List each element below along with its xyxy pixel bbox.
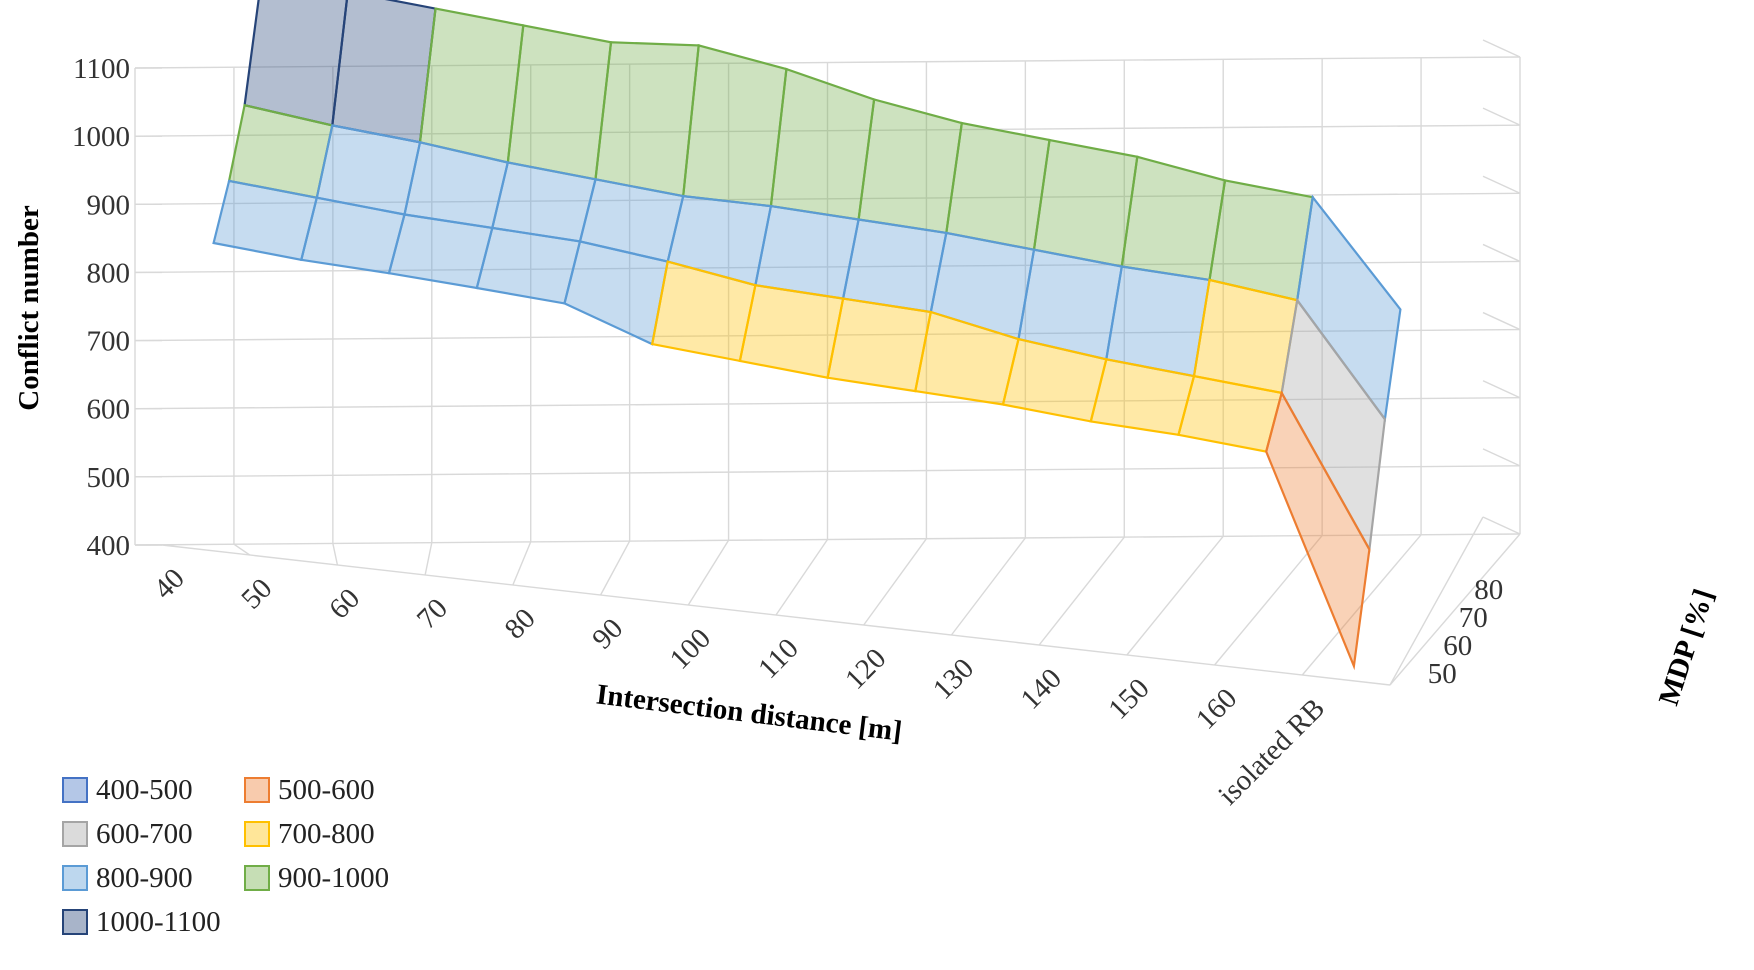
- wall-gridline: [1482, 107, 1521, 126]
- z-tick-label: 400: [87, 530, 131, 562]
- floor-side-edge: [1389, 516, 1484, 686]
- surface-patch: [1105, 265, 1211, 378]
- z-tick-label: 900: [87, 189, 131, 221]
- floor-gridline: [512, 541, 532, 586]
- x-tick-label: 40: [148, 562, 191, 605]
- surface-patch: [857, 98, 964, 235]
- legend-swatch: [244, 777, 270, 803]
- x-tick-label: 150: [1102, 672, 1155, 725]
- y-tick-label: 70: [1459, 602, 1488, 634]
- surface-patch: [769, 67, 876, 221]
- surface-patch: [841, 218, 948, 314]
- floor-gridline: [233, 543, 251, 556]
- z-tick-label: 1000: [72, 121, 130, 153]
- legend-item: 900-1000: [244, 858, 389, 898]
- legend-label: 500-600: [278, 773, 375, 806]
- floor-gridline: [863, 538, 927, 626]
- legend-item: 700-800: [244, 814, 375, 854]
- wall-gridline: [1482, 175, 1521, 194]
- surface-patch: [1208, 179, 1314, 302]
- y-tick-label: 80: [1474, 574, 1503, 606]
- z-tick-label: 1100: [73, 53, 130, 85]
- legend-label: 900-1000: [278, 861, 390, 894]
- legend-swatch: [62, 865, 88, 891]
- surface-patch: [945, 121, 1051, 251]
- floor-gridline: [775, 539, 829, 616]
- wall-gridline: [1482, 448, 1521, 467]
- z-axis-tick-labels: 400 500 600 700 800 900 1000 1100: [72, 53, 130, 562]
- x-tick-label: 130: [927, 652, 980, 705]
- floor-gridline: [599, 540, 631, 596]
- floor-front-edge: [161, 544, 1391, 686]
- floor-gridline: [424, 542, 433, 576]
- z-tick-label: 500: [87, 462, 131, 494]
- legend-item: 600-700: [62, 814, 193, 854]
- legend-label: 600-700: [96, 817, 193, 850]
- z-tick-label: 700: [87, 326, 131, 358]
- surface-patch: [506, 24, 613, 181]
- wall-gridline: [1482, 380, 1521, 399]
- surface-patch: [1120, 155, 1227, 282]
- floor-gridline: [687, 539, 730, 606]
- x-tick-label: 160: [1190, 682, 1243, 735]
- surface-patch: [594, 41, 700, 198]
- floor-gridline: [332, 543, 339, 566]
- wall-gridline: [1482, 39, 1521, 58]
- wall-gridline: [1482, 311, 1521, 331]
- z-tick-label: 600: [87, 394, 131, 426]
- x-tick-label: 50: [235, 572, 278, 615]
- surface-patch: [826, 297, 933, 393]
- legend-item: 800-900: [62, 858, 193, 898]
- legend-label: 800-900: [96, 861, 193, 894]
- surface-patch: [475, 226, 582, 305]
- legend-label: 700-800: [278, 817, 375, 850]
- floor-gridline: [950, 537, 1026, 636]
- y-tick-label: 50: [1428, 658, 1457, 690]
- x-tick-label: 120: [839, 642, 892, 695]
- legend-swatch: [62, 909, 88, 935]
- wall-gridline: [1482, 516, 1521, 535]
- surface-patch: [1032, 138, 1139, 268]
- legend-swatch: [244, 821, 270, 847]
- x-tick-label: 60: [323, 582, 366, 625]
- chart-walls: [134, 39, 1521, 686]
- surface-patch: [387, 213, 494, 290]
- floor-gridline: [1389, 533, 1521, 686]
- surface-patch: [754, 204, 860, 300]
- surface-patch: [1265, 389, 1371, 671]
- surface-patch: [243, 0, 348, 127]
- wall-gridline: [1482, 243, 1521, 263]
- x-tick-label: 110: [752, 632, 805, 685]
- z-tick-label: 800: [87, 257, 131, 289]
- y-tick-label: 60: [1443, 630, 1472, 662]
- surface-patch: [331, 0, 437, 144]
- z-axis-title: Conflict number: [13, 205, 45, 411]
- legend-swatch: [62, 821, 88, 847]
- surface-patch: [1192, 278, 1299, 395]
- legend-item: 500-600: [244, 770, 375, 810]
- x-tick-label: 90: [586, 612, 629, 655]
- legend-item: 400-500: [62, 770, 193, 810]
- x-tick-label: 80: [499, 602, 542, 645]
- surface-patches: [212, 0, 1402, 671]
- legend-label: 400-500: [96, 773, 193, 806]
- y-axis-title: MDP [%]: [1653, 585, 1721, 709]
- legend-swatch: [62, 777, 88, 803]
- x-tick-label: 140: [1015, 662, 1068, 715]
- surface-patch: [681, 44, 788, 208]
- floor-gridline: [1126, 535, 1224, 656]
- surface-patch: [738, 283, 845, 379]
- legend-label: 1000-1100: [96, 905, 221, 938]
- x-tick-label: 70: [411, 592, 454, 635]
- legend-item: 1000-1100: [62, 902, 221, 942]
- surface-patch: [418, 7, 525, 164]
- floor-gridline: [1214, 535, 1323, 666]
- floor-gridline: [1038, 536, 1125, 646]
- legend-swatch: [244, 865, 270, 891]
- x-tick-label: 100: [664, 622, 717, 675]
